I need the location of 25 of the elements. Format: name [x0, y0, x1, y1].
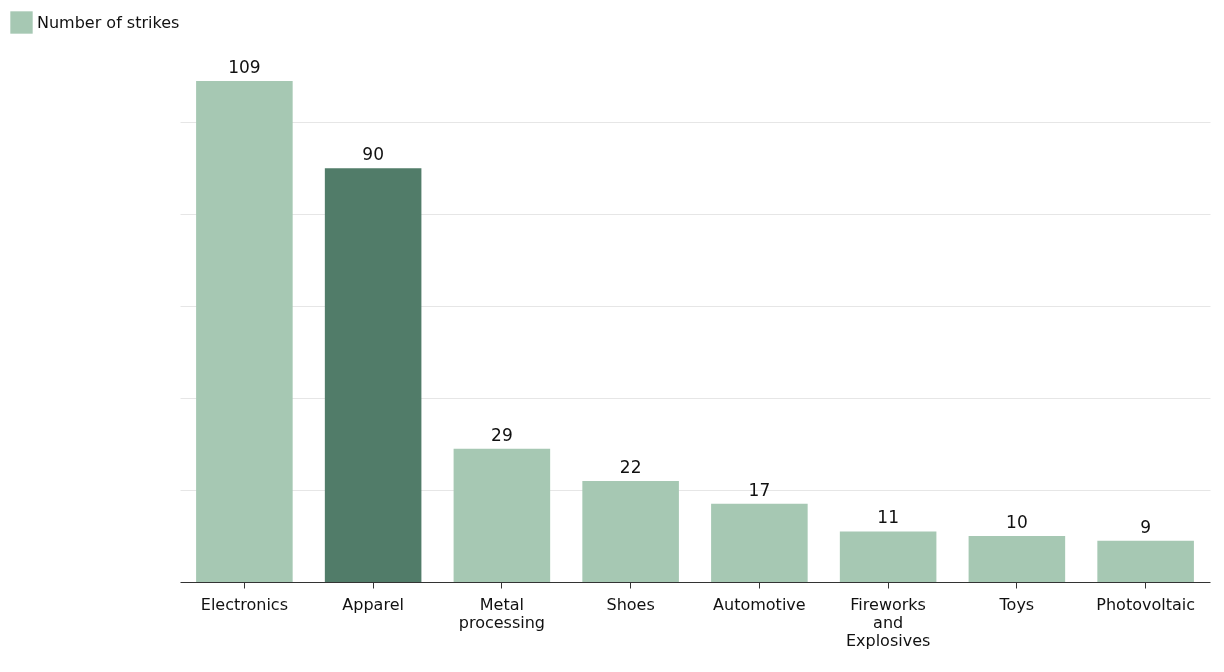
data-label: 29	[491, 424, 513, 445]
x-tick-label: Apparel	[342, 594, 404, 614]
data-label: 9	[1140, 516, 1152, 537]
x-tick-label: Photovoltaic	[1096, 594, 1195, 614]
x-tick-label: Electronics	[200, 594, 288, 614]
bar	[968, 536, 1066, 582]
bar	[582, 480, 679, 582]
data-label: 22	[619, 456, 642, 477]
x-tick-label: Automotive	[713, 594, 806, 614]
x-tick-label: Toys	[998, 594, 1035, 614]
legend-label: Number of strikes	[37, 12, 180, 32]
bar	[839, 531, 937, 582]
bar	[711, 503, 808, 582]
x-tick-label: Metal processing	[458, 594, 545, 632]
data-label: 10	[1006, 512, 1028, 533]
x-tick-label: Fireworks and Explosives	[845, 594, 931, 650]
bar	[1097, 540, 1194, 582]
bar	[453, 448, 551, 582]
data-label: 11	[877, 507, 899, 528]
data-label: 90	[362, 144, 384, 165]
data-label: 17	[748, 479, 771, 500]
data-label: 109	[228, 57, 261, 77]
bar	[324, 168, 422, 582]
x-tick-label: Shoes	[606, 594, 655, 614]
bar	[196, 81, 293, 582]
